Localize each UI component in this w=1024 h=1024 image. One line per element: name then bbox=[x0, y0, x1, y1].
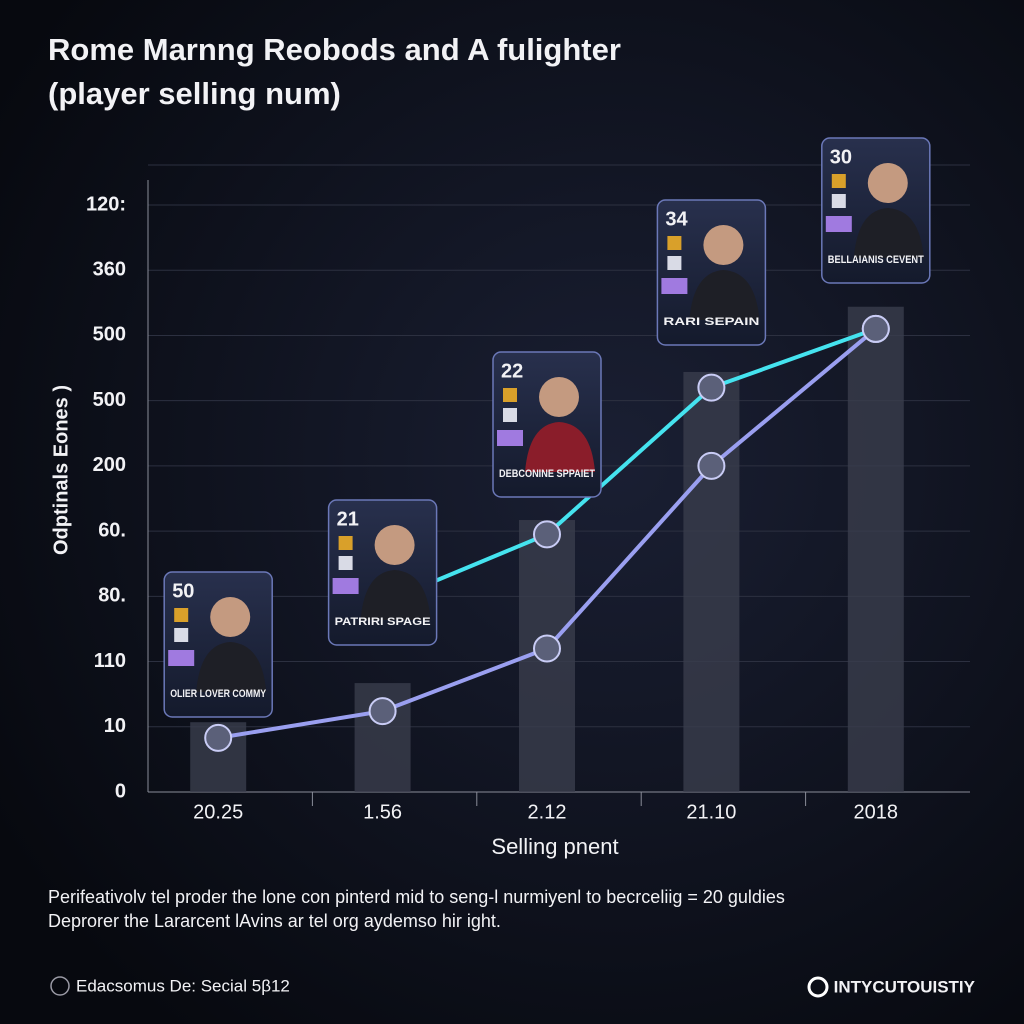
player-card: 34 RARI SEPAIN bbox=[656, 199, 767, 346]
footer-left: Edacsomus De: Secial 5β12 bbox=[76, 976, 290, 995]
card-badge bbox=[174, 608, 189, 622]
y-tick-label: 500 bbox=[93, 389, 126, 411]
x-tick-label: 20.25 bbox=[193, 801, 243, 823]
y-tick-label: 120: bbox=[86, 193, 126, 215]
y-tick-label: 80. bbox=[98, 585, 126, 607]
card-name: RARI SEPAIN bbox=[663, 316, 759, 328]
card-name: OLIER LOVER COMMY bbox=[170, 688, 267, 700]
bar bbox=[683, 371, 740, 792]
y-axis-label: Odptinals Eones ) bbox=[50, 385, 72, 555]
card-badge bbox=[667, 236, 682, 250]
x-tick-label: 2.12 bbox=[528, 801, 567, 823]
card-rating: 34 bbox=[665, 208, 688, 230]
y-tick-label: 500 bbox=[93, 324, 126, 346]
point-marker bbox=[861, 314, 890, 343]
card-badge bbox=[338, 556, 353, 570]
card-badge bbox=[667, 256, 682, 270]
point-marker bbox=[697, 451, 726, 480]
point-marker bbox=[533, 634, 561, 663]
chart-title: Rome Marnng Reobods and A fulighter bbox=[48, 32, 621, 67]
player-shirt bbox=[360, 570, 431, 620]
player-card: 21 PATRIRI SPAGE bbox=[327, 499, 438, 646]
player-head bbox=[867, 163, 908, 203]
player-shirt bbox=[525, 422, 595, 472]
card-rating: 30 bbox=[830, 146, 852, 168]
player-shirt bbox=[196, 642, 267, 692]
caption: Perifeativolv tel proder the lone con pi… bbox=[48, 887, 785, 907]
x-tick-label: 2018 bbox=[854, 801, 899, 823]
card-badge bbox=[503, 388, 517, 402]
card-name: PATRIRI SPAGE bbox=[335, 616, 431, 628]
series-line bbox=[381, 327, 877, 605]
y-tick-label: 110 bbox=[94, 650, 126, 672]
card-name: DEBCONINE SPPAIET bbox=[499, 468, 595, 480]
card-badge bbox=[338, 536, 353, 550]
point-marker bbox=[697, 373, 726, 402]
card-badge bbox=[825, 216, 852, 232]
card-badge bbox=[503, 408, 517, 422]
player-head bbox=[703, 225, 744, 265]
player-card: 22 DEBCONINE SPPAIET bbox=[492, 351, 602, 498]
card-rating: 22 bbox=[501, 360, 523, 382]
card-badge bbox=[168, 650, 195, 666]
card-badge bbox=[497, 430, 523, 446]
card-rating: 21 bbox=[337, 508, 359, 530]
footer-right: INTYCUTOUISTIY bbox=[834, 977, 976, 996]
player-shirt bbox=[853, 208, 924, 258]
player-head bbox=[210, 597, 251, 637]
y-tick-label: 10 bbox=[104, 715, 126, 737]
footer-icon bbox=[50, 976, 70, 996]
point-marker bbox=[204, 723, 233, 752]
card-name: BELLAIANIS CEVENT bbox=[828, 254, 924, 266]
player-card: 50 OLIER LOVER COMMY bbox=[163, 571, 273, 718]
point-marker bbox=[533, 520, 561, 549]
footer-logo bbox=[807, 976, 829, 998]
card-rating: 50 bbox=[172, 580, 194, 602]
y-tick-label: 360 bbox=[93, 259, 126, 281]
player-shirt bbox=[689, 270, 760, 320]
chart-subtitle: (player selling num) bbox=[48, 76, 341, 111]
y-tick-label: 0 bbox=[115, 780, 126, 802]
card-badge bbox=[332, 578, 359, 594]
x-tick-label: 1.56 bbox=[363, 801, 402, 823]
player-head bbox=[374, 525, 415, 565]
card-badge bbox=[831, 174, 846, 188]
x-tick-label: 21.10 bbox=[686, 801, 736, 823]
x-axis-label: Selling pnent bbox=[491, 834, 618, 859]
card-badge bbox=[174, 628, 189, 642]
card-badge bbox=[661, 278, 688, 294]
y-tick-label: 200 bbox=[93, 454, 126, 476]
card-badge bbox=[831, 194, 846, 208]
player-card: 30 BELLAIANIS CEVENT bbox=[821, 137, 931, 284]
bar bbox=[847, 306, 904, 792]
caption: Deprorer the Lararcent lAvins ar tel org… bbox=[48, 911, 501, 931]
point-marker bbox=[368, 697, 397, 726]
y-tick-label: 60. bbox=[98, 519, 126, 541]
player-head bbox=[539, 377, 579, 417]
